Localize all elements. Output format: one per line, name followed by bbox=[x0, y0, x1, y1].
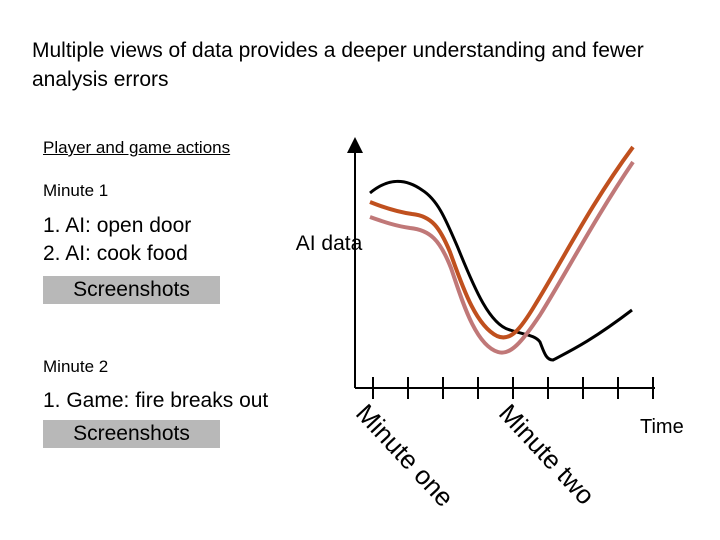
page-title: Multiple views of data provides a deeper… bbox=[32, 39, 644, 91]
series-line-black bbox=[369, 179, 633, 362]
minute1-heading: Minute 1 bbox=[43, 181, 109, 200]
ai-data-label: AI data bbox=[295, 232, 363, 255]
minute1-item-2: 2. AI: cook food bbox=[43, 242, 188, 265]
minute2-heading: Minute 2 bbox=[43, 357, 109, 376]
minute2-screenshots-button[interactable]: Screenshots bbox=[43, 420, 220, 448]
series-line-pink bbox=[369, 160, 635, 355]
time-axis-label: Time bbox=[640, 416, 684, 438]
series-line-orange bbox=[369, 145, 635, 340]
minute1-screenshots-button[interactable]: Screenshots bbox=[43, 276, 220, 304]
minute2-item-1: 1. Game: fire breaks out bbox=[43, 389, 269, 412]
x-axis-ticks bbox=[372, 377, 654, 399]
minute1-item-1: 1. AI: open door bbox=[43, 214, 192, 237]
section-heading: Player and game actions bbox=[43, 138, 231, 157]
